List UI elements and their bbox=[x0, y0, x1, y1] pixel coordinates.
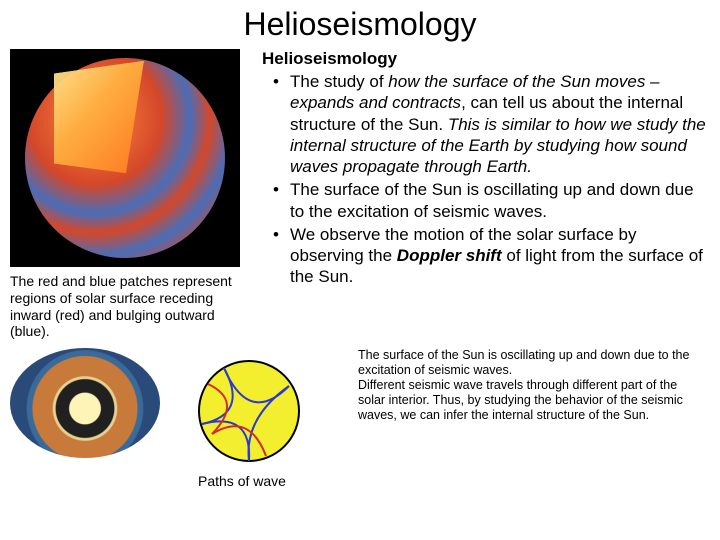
right-column: Helioseismology • The study of how the s… bbox=[250, 49, 706, 340]
bullet-item: • We observe the motion of the solar sur… bbox=[262, 224, 706, 288]
earth-cutaway-image bbox=[10, 348, 170, 458]
bullet-mark: • bbox=[262, 71, 290, 177]
left-column: The red and blue patches represent regio… bbox=[10, 49, 250, 340]
lower-para-1: The surface of the Sun is oscillating up… bbox=[358, 348, 702, 378]
bullet-item: • The study of how the surface of the Su… bbox=[262, 71, 706, 177]
wave-paths-panel: Paths of wave bbox=[170, 348, 350, 489]
bullet-mark: • bbox=[262, 224, 290, 288]
solar-oscillation-image bbox=[10, 49, 240, 267]
bullet-item: • The surface of the Sun is oscillating … bbox=[262, 179, 706, 222]
paths-label: Paths of wave bbox=[198, 473, 350, 489]
page-title: Helioseismology bbox=[0, 0, 720, 49]
wave-paths-diagram bbox=[194, 356, 304, 466]
lower-para-2: Different seismic wave travels through d… bbox=[358, 378, 702, 423]
bullet-text: The study of how the surface of the Sun … bbox=[290, 71, 706, 177]
bullet-text: The surface of the Sun is oscillating up… bbox=[290, 179, 706, 222]
bullet-list: • The study of how the surface of the Su… bbox=[262, 71, 706, 288]
lower-row: Paths of wave The surface of the Sun is … bbox=[0, 340, 720, 489]
image-caption: The red and blue patches represent regio… bbox=[10, 273, 250, 340]
lower-right-text: The surface of the Sun is oscillating up… bbox=[350, 348, 702, 423]
subheading: Helioseismology bbox=[262, 49, 706, 69]
main-content: The red and blue patches represent regio… bbox=[0, 49, 720, 340]
bullet-mark: • bbox=[262, 179, 290, 222]
bullet-text: We observe the motion of the solar surfa… bbox=[290, 224, 706, 288]
